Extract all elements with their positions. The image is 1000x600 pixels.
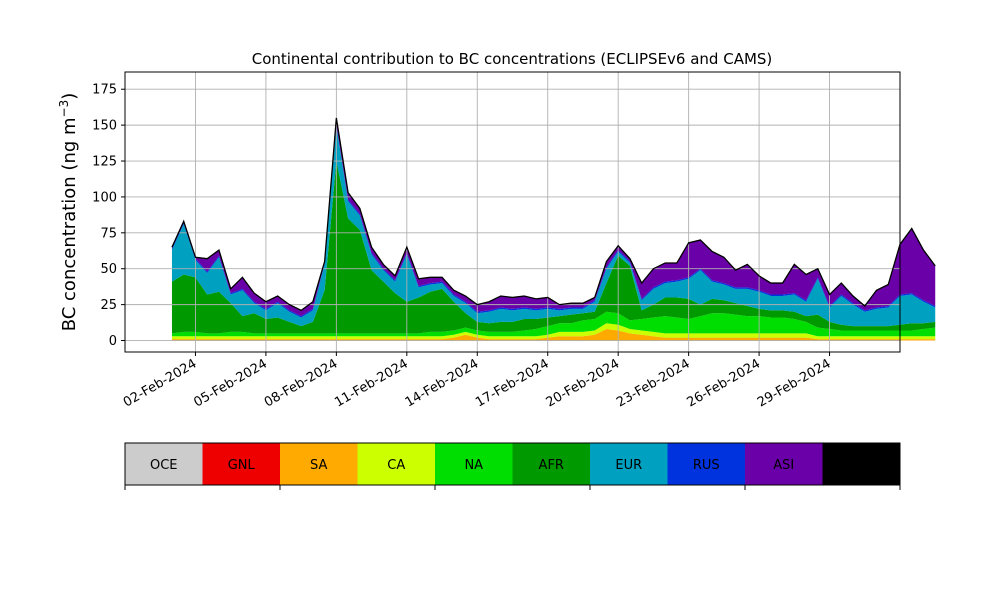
x-tick-label: 23-Feb-2024 (614, 356, 693, 410)
area-na (171, 311, 936, 337)
x-tick-label: 08-Feb-2024 (262, 356, 341, 410)
legend-swatch-aus (822, 443, 901, 485)
total-line-path (171, 117, 936, 312)
area-ca (171, 323, 936, 340)
x-tick-label: 17-Feb-2024 (473, 356, 552, 410)
x-axis: 02-Feb-202405-Feb-202408-Feb-202411-Feb-… (121, 352, 834, 410)
legend-swatch-gnl (202, 443, 281, 485)
legend-swatch-asi (745, 443, 823, 485)
legend-label: NA (464, 458, 483, 473)
legend-label: ASI (773, 458, 794, 473)
legend-swatch-rus (667, 443, 746, 485)
legend-label: RUS (693, 458, 720, 473)
legend-swatch-ca (357, 443, 436, 485)
legend-label: OCE (150, 458, 178, 473)
chart-title: Continental contribution to BC concentra… (252, 50, 773, 68)
legend-label: AFR (539, 458, 564, 473)
x-tick-label: 29-Feb-2024 (755, 356, 834, 410)
legend-swatch-oce (125, 443, 203, 485)
x-tick-label: 14-Feb-2024 (403, 356, 482, 410)
legend-label: GNL (228, 458, 256, 473)
y-tick-label: 0 (109, 334, 117, 349)
legend-swatch-eur (590, 443, 668, 485)
legend-swatch-afr (512, 443, 591, 485)
y-tick-label: 150 (92, 119, 117, 134)
y-axis-label: BC concentration (ng m−3) (57, 93, 80, 332)
y-axis: 0 25 50 75 100 125 150 175 (92, 83, 125, 349)
y-tick-label: 50 (100, 262, 117, 277)
y-tick-label: 100 (92, 190, 117, 205)
legend-label: EUR (615, 458, 642, 473)
x-tick-label: 20-Feb-2024 (544, 356, 623, 410)
grid (125, 72, 900, 352)
x-tick-label: 05-Feb-2024 (191, 356, 270, 410)
legend: OCE GNL SA CA NA AFR EUR RUS ASI AUS (124, 442, 901, 490)
y-tick-label: 25 (100, 298, 117, 313)
legend-label: CA (387, 458, 405, 473)
y-tick-label: 75 (100, 226, 117, 241)
area-eur (171, 126, 936, 327)
legend-swatch-sa (280, 443, 358, 485)
y-tick-label: 125 (92, 155, 117, 170)
legend-frame (124, 442, 901, 486)
legend-swatch-na (435, 443, 513, 485)
total-line (171, 117, 936, 312)
stacked-areas (171, 117, 936, 341)
x-tick-label: 02-Feb-2024 (121, 356, 200, 410)
legend-label: SA (310, 458, 327, 473)
legend-label: AUS (848, 458, 875, 473)
x-tick-label: 11-Feb-2024 (332, 356, 411, 410)
x-tick-label: 26-Feb-2024 (685, 356, 764, 410)
area-afr (171, 161, 936, 334)
plot-frame (124, 71, 901, 353)
y-tick-label: 175 (92, 83, 117, 98)
